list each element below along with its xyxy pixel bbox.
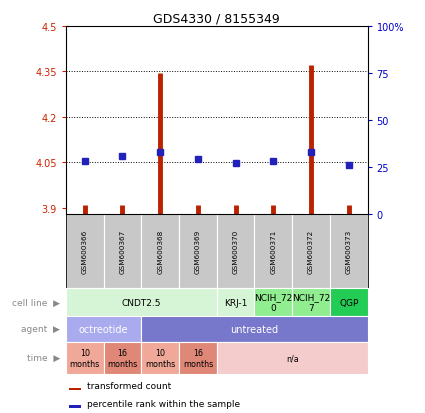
- Title: GDS4330 / 8155349: GDS4330 / 8155349: [153, 13, 280, 26]
- Text: GSM600373: GSM600373: [346, 229, 352, 273]
- Text: QGP: QGP: [339, 298, 358, 307]
- Bar: [141, 316, 368, 342]
- Text: cell line  ▶: cell line ▶: [12, 298, 60, 307]
- Bar: [104, 214, 141, 288]
- Text: CNDT2.5: CNDT2.5: [122, 298, 161, 307]
- Text: 10
months: 10 months: [70, 348, 100, 368]
- Bar: [69, 405, 81, 408]
- Bar: [141, 214, 179, 288]
- Text: GSM600370: GSM600370: [232, 229, 238, 273]
- Text: 16
months: 16 months: [183, 348, 213, 368]
- Bar: [69, 388, 81, 390]
- Bar: [330, 288, 368, 316]
- Text: NCIH_72
7: NCIH_72 7: [292, 293, 330, 312]
- Text: GSM600369: GSM600369: [195, 229, 201, 273]
- Bar: [217, 288, 255, 316]
- Text: GSM600368: GSM600368: [157, 229, 163, 273]
- Text: octreotide: octreotide: [79, 324, 128, 334]
- Bar: [330, 214, 368, 288]
- Text: GSM600366: GSM600366: [82, 229, 88, 273]
- Text: agent  ▶: agent ▶: [21, 325, 60, 334]
- Bar: [217, 342, 368, 374]
- Text: time  ▶: time ▶: [27, 354, 60, 363]
- Bar: [255, 214, 292, 288]
- Text: NCIH_72
0: NCIH_72 0: [254, 293, 292, 312]
- Bar: [217, 214, 255, 288]
- Bar: [179, 214, 217, 288]
- Bar: [66, 214, 104, 288]
- Text: GSM600372: GSM600372: [308, 229, 314, 273]
- Bar: [292, 214, 330, 288]
- Text: GSM600367: GSM600367: [119, 229, 125, 273]
- Text: KRJ-1: KRJ-1: [224, 298, 247, 307]
- Bar: [66, 288, 217, 316]
- Bar: [104, 342, 141, 374]
- Bar: [179, 342, 217, 374]
- Text: untreated: untreated: [230, 324, 278, 334]
- Text: percentile rank within the sample: percentile rank within the sample: [87, 399, 240, 408]
- Text: n/a: n/a: [286, 354, 298, 363]
- Text: transformed count: transformed count: [87, 381, 171, 390]
- Text: GSM600371: GSM600371: [270, 229, 276, 273]
- Text: 10
months: 10 months: [145, 348, 175, 368]
- Text: 16
months: 16 months: [108, 348, 138, 368]
- Bar: [66, 342, 104, 374]
- Bar: [255, 288, 292, 316]
- Bar: [292, 288, 330, 316]
- Bar: [141, 342, 179, 374]
- Bar: [66, 316, 141, 342]
